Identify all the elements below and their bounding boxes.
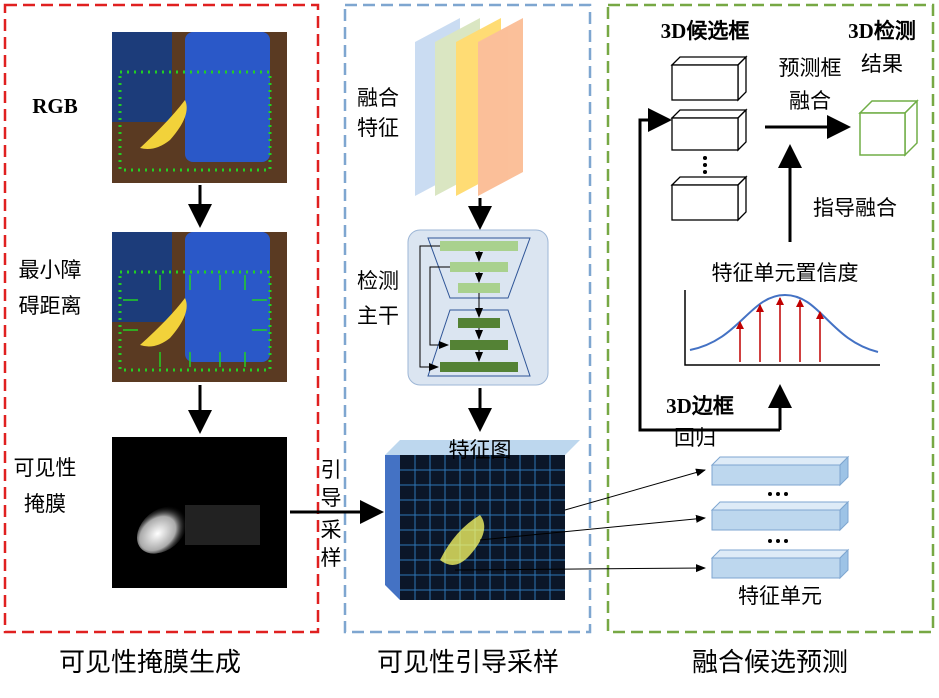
box-fusion-label: 预测框 — [779, 56, 842, 80]
mask-image — [112, 437, 287, 588]
regression-arrow — [638, 108, 780, 432]
distance-label: 最小障 — [19, 258, 82, 282]
candidates-label: 3D候选框 — [661, 19, 750, 43]
regression-label: 回归 — [674, 426, 716, 450]
confidence-chart — [684, 290, 880, 366]
guide-label: 样 — [321, 546, 342, 570]
panel-frame — [606, 3, 935, 634]
guide-label: 采 — [321, 518, 342, 542]
panel-caption: 可见性掩膜生成 — [59, 648, 241, 677]
regression-label: 3D边框 — [666, 394, 734, 418]
mask-label: 掩膜 — [24, 492, 66, 516]
box-fusion-label: 融合 — [789, 89, 831, 113]
rgb-image — [112, 32, 287, 183]
panel-caption: 可见性引导采样 — [377, 648, 559, 677]
fused-feature-label: 特征 — [357, 116, 399, 140]
feature-cells — [710, 455, 850, 580]
result-box — [858, 99, 919, 157]
distance-label: 碍距离 — [19, 294, 82, 318]
fused-feature-label: 融合 — [357, 86, 399, 110]
feature-cell-label: 特征单元 — [738, 584, 822, 608]
rgb-label: RGB — [32, 94, 78, 118]
panel-frame — [3, 3, 320, 634]
guide-label: 导 — [321, 486, 342, 510]
result-label: 结果 — [861, 52, 903, 76]
distance-image — [112, 232, 287, 382]
mask-label: 可见性 — [14, 456, 77, 480]
panel-caption: 融合候选预测 — [692, 648, 848, 677]
panel-frame — [343, 3, 592, 634]
fused-feature-planes — [415, 18, 523, 196]
backbone — [407, 229, 549, 386]
candidate-boxes — [670, 55, 748, 222]
guide-fusion-label: 指导融合 — [813, 196, 897, 220]
backbone-label: 检测 — [357, 269, 399, 293]
confidence-label: 特征单元置信度 — [712, 261, 859, 285]
guide-label: 引 — [321, 458, 342, 482]
feature-map-label: 特征图 — [449, 438, 512, 462]
result-label: 3D检测 — [848, 19, 916, 43]
feature-map — [385, 440, 706, 600]
backbone-label: 主干 — [357, 304, 399, 328]
